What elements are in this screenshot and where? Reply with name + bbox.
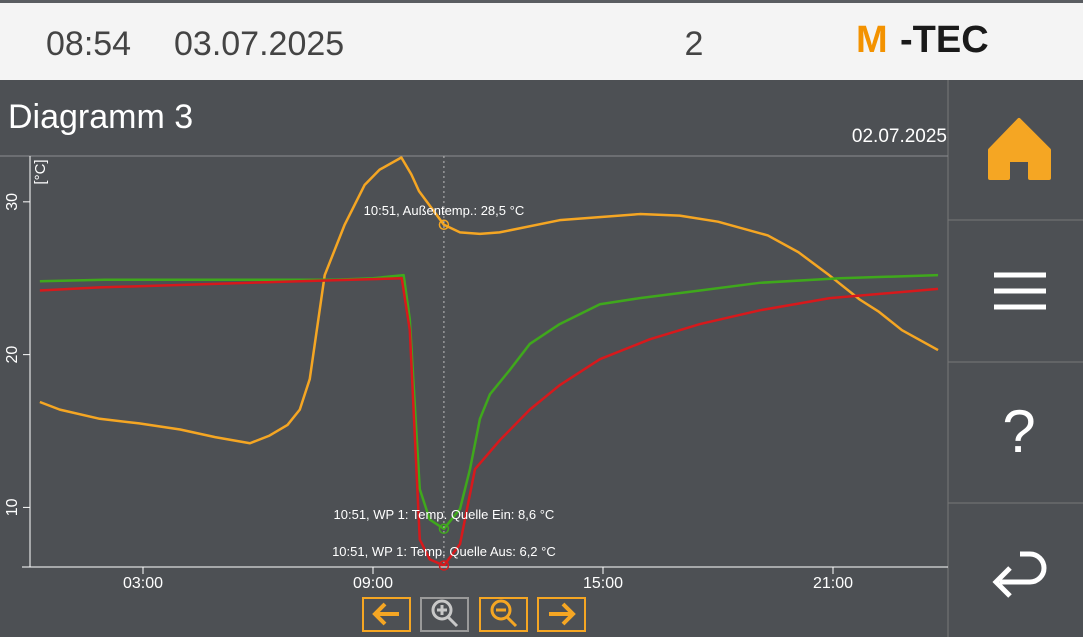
zoom-out-icon-detail (496, 608, 518, 628)
series-line (39, 276, 939, 567)
annotation-marker (438, 523, 450, 535)
back-icon (1000, 551, 1047, 585)
series-line (39, 273, 939, 531)
header-date: 03.07.2025 (174, 25, 344, 63)
zoom-in-icon-detail (437, 605, 459, 628)
x-tick-label: 09:00 (353, 575, 393, 592)
x-tick-label: 15:00 (583, 575, 623, 592)
button-frame (420, 597, 469, 632)
chart: 02.07.2025 [°C] 10 20 30 03:00 09:00 15:00 21:… (0, 126, 948, 592)
annotation-label: 10:51, Außentemp.: 28,5 °C (364, 203, 525, 218)
home-icon (988, 118, 1051, 180)
annotation-label: 10:51, WP 1: Temp. Quelle Ein: 8,6 °C (334, 507, 555, 522)
x-tick-label: 03:00 (123, 575, 163, 592)
page-title: Diagramm 3 (8, 98, 193, 136)
arrow-left-icon (372, 602, 399, 626)
header-time: 08:54 (46, 25, 131, 63)
series-line (39, 156, 939, 445)
zoom-out-icon (490, 599, 512, 621)
x-tick-label: 21:00 (813, 575, 853, 592)
chart-date: 02.07.2025 (852, 126, 947, 147)
annotation-label: 10:51, WP 1: Temp. Quelle Aus: 6,2 °C (332, 544, 556, 559)
annotation-marker (438, 560, 450, 571)
logo-tec: -TEC (900, 19, 989, 61)
zoom-in-button[interactable] (420, 597, 469, 632)
y-tick-label: 20 (4, 346, 21, 364)
sidebar (948, 80, 1083, 637)
zoom-out-button[interactable] (479, 597, 528, 632)
logo-m: M (856, 19, 888, 61)
menu-button[interactable] (994, 272, 1046, 310)
header-border (0, 0, 1083, 3)
button-frame (362, 597, 411, 632)
home-button[interactable] (988, 118, 1051, 180)
arrow-right-icon (549, 602, 576, 626)
header-number: 2 (685, 25, 704, 63)
button-frame (479, 597, 528, 632)
annotation-marker (438, 219, 450, 231)
prev-button[interactable] (362, 597, 411, 632)
zoom-in-icon (431, 599, 453, 621)
header-bar (0, 0, 1083, 80)
y-axis-label: [°C] (32, 159, 49, 184)
y-tick-label: 30 (4, 193, 21, 211)
back-icon-arrow (992, 566, 1012, 598)
back-button[interactable] (992, 551, 1047, 598)
help-button[interactable]: ? (1002, 398, 1035, 465)
y-tick-label: 10 (4, 498, 21, 516)
next-button[interactable] (537, 597, 586, 632)
